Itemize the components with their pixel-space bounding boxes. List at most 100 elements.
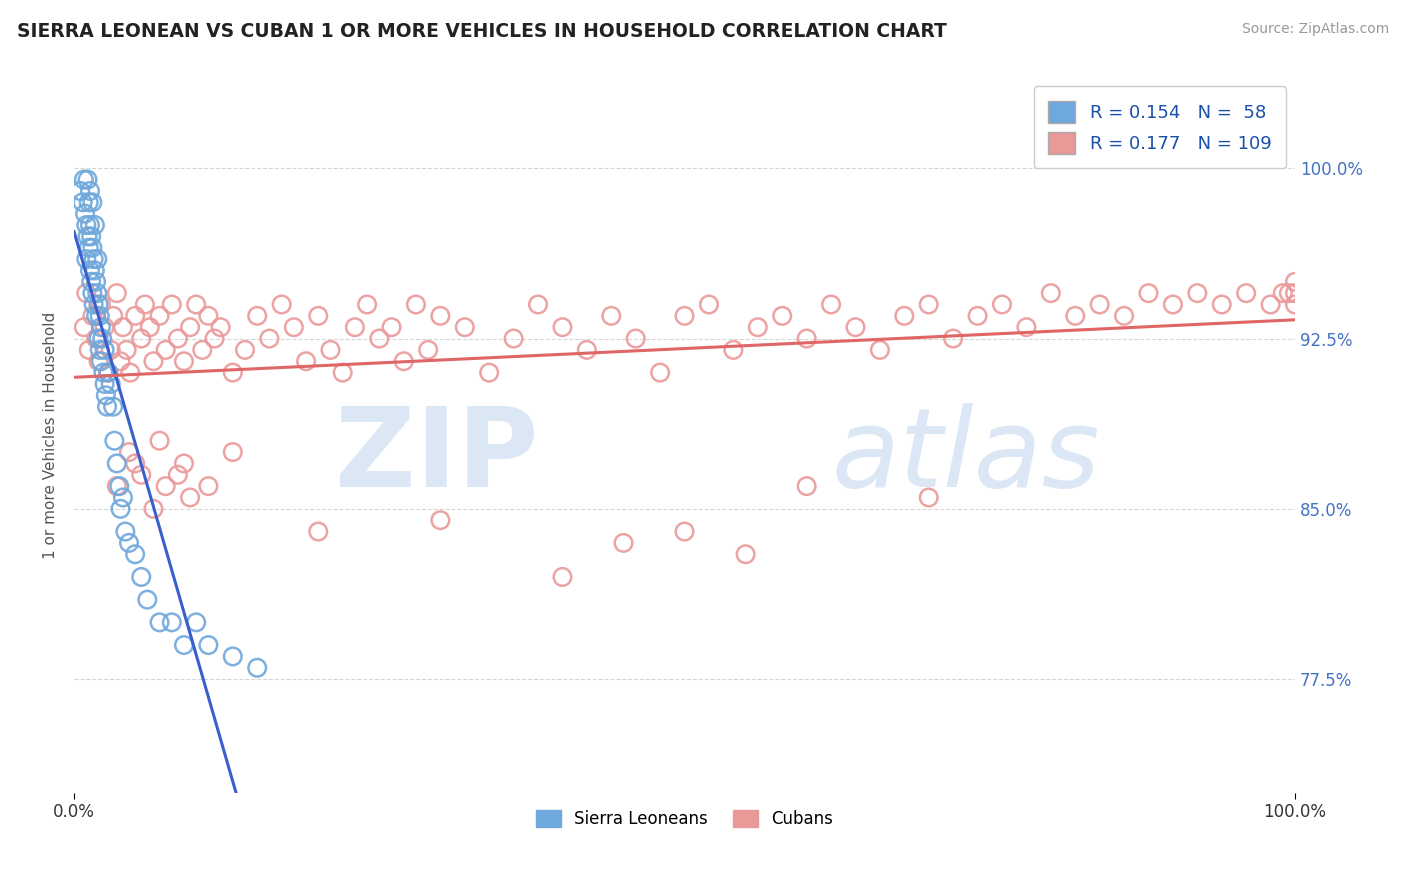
- Point: [173, 638, 195, 652]
- Point: [233, 343, 256, 357]
- Point: [105, 479, 128, 493]
- Point: [380, 320, 402, 334]
- Point: [1064, 309, 1087, 323]
- Point: [77, 343, 100, 357]
- Point: [77, 195, 100, 210]
- Point: [179, 320, 201, 334]
- Point: [155, 343, 177, 357]
- Point: [1278, 286, 1301, 301]
- Point: [90, 297, 112, 311]
- Point: [93, 343, 115, 357]
- Point: [173, 457, 195, 471]
- Point: [723, 343, 745, 357]
- Point: [111, 491, 134, 505]
- Point: [204, 332, 226, 346]
- Point: [103, 434, 125, 448]
- Point: [93, 320, 115, 334]
- Point: [80, 229, 103, 244]
- Point: [197, 309, 219, 323]
- Point: [83, 297, 105, 311]
- Point: [209, 320, 232, 334]
- Text: SIERRA LEONEAN VS CUBAN 1 OR MORE VEHICLES IN HOUSEHOLD CORRELATION CHART: SIERRA LEONEAN VS CUBAN 1 OR MORE VEHICL…: [17, 22, 946, 41]
- Point: [1284, 297, 1306, 311]
- Point: [392, 354, 415, 368]
- Point: [136, 592, 159, 607]
- Point: [502, 332, 524, 346]
- Point: [142, 354, 165, 368]
- Point: [129, 570, 152, 584]
- Point: [97, 366, 120, 380]
- Point: [87, 354, 110, 368]
- Point: [1088, 297, 1111, 311]
- Point: [259, 332, 281, 346]
- Point: [222, 445, 245, 459]
- Point: [101, 400, 124, 414]
- Point: [82, 286, 104, 301]
- Point: [87, 297, 110, 311]
- Point: [179, 491, 201, 505]
- Point: [1137, 286, 1160, 301]
- Point: [1112, 309, 1135, 323]
- Legend: Sierra Leoneans, Cubans: Sierra Leoneans, Cubans: [529, 803, 839, 834]
- Point: [110, 501, 132, 516]
- Point: [673, 524, 696, 539]
- Point: [79, 218, 101, 232]
- Point: [418, 343, 440, 357]
- Point: [77, 241, 100, 255]
- Point: [100, 343, 122, 357]
- Point: [197, 638, 219, 652]
- Point: [94, 388, 117, 402]
- Point: [1211, 297, 1233, 311]
- Point: [734, 547, 756, 561]
- Point: [155, 479, 177, 493]
- Point: [83, 218, 105, 232]
- Point: [918, 491, 941, 505]
- Point: [173, 354, 195, 368]
- Point: [770, 309, 793, 323]
- Point: [1234, 286, 1257, 301]
- Point: [134, 297, 156, 311]
- Point: [747, 320, 769, 334]
- Point: [167, 332, 190, 346]
- Point: [624, 332, 647, 346]
- Point: [89, 309, 111, 323]
- Point: [612, 536, 634, 550]
- Point: [114, 524, 136, 539]
- Point: [527, 297, 550, 311]
- Point: [120, 366, 142, 380]
- Point: [148, 434, 170, 448]
- Point: [124, 457, 146, 471]
- Point: [820, 297, 842, 311]
- Point: [869, 343, 891, 357]
- Point: [222, 366, 245, 380]
- Point: [111, 320, 134, 334]
- Point: [75, 252, 97, 266]
- Point: [796, 332, 818, 346]
- Point: [307, 309, 329, 323]
- Point: [139, 320, 162, 334]
- Point: [142, 501, 165, 516]
- Point: [575, 343, 598, 357]
- Point: [222, 649, 245, 664]
- Text: atlas: atlas: [831, 403, 1099, 510]
- Point: [650, 366, 672, 380]
- Point: [673, 309, 696, 323]
- Point: [118, 536, 141, 550]
- Point: [86, 286, 108, 301]
- Point: [307, 524, 329, 539]
- Point: [283, 320, 305, 334]
- Point: [405, 297, 427, 311]
- Point: [319, 343, 342, 357]
- Point: [478, 366, 501, 380]
- Point: [82, 241, 104, 255]
- Point: [93, 376, 115, 391]
- Point: [844, 320, 866, 334]
- Point: [79, 184, 101, 198]
- Point: [160, 297, 183, 311]
- Point: [129, 332, 152, 346]
- Point: [454, 320, 477, 334]
- Point: [76, 229, 98, 244]
- Point: [79, 263, 101, 277]
- Point: [1015, 320, 1038, 334]
- Point: [270, 297, 292, 311]
